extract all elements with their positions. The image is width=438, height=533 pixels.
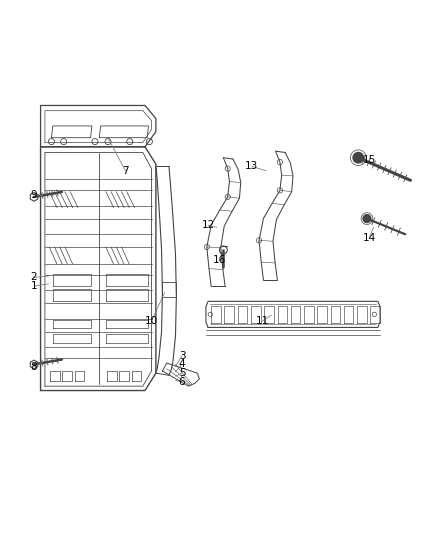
Text: 7: 7 xyxy=(122,166,129,176)
Circle shape xyxy=(353,152,364,163)
Text: 4: 4 xyxy=(179,359,185,369)
Text: 14: 14 xyxy=(363,233,376,243)
Text: 13: 13 xyxy=(245,161,258,172)
Text: 1: 1 xyxy=(31,281,37,291)
Circle shape xyxy=(363,215,371,223)
Text: 3: 3 xyxy=(179,351,185,361)
Text: 16: 16 xyxy=(212,255,226,265)
Text: 2: 2 xyxy=(31,272,37,282)
Text: 8: 8 xyxy=(31,361,37,372)
Text: 9: 9 xyxy=(31,190,37,200)
Text: 5: 5 xyxy=(179,368,185,378)
Text: 10: 10 xyxy=(145,316,158,326)
Text: 12: 12 xyxy=(201,220,215,230)
Text: 15: 15 xyxy=(363,155,376,165)
Text: 11: 11 xyxy=(256,316,269,326)
Text: 6: 6 xyxy=(179,377,185,387)
